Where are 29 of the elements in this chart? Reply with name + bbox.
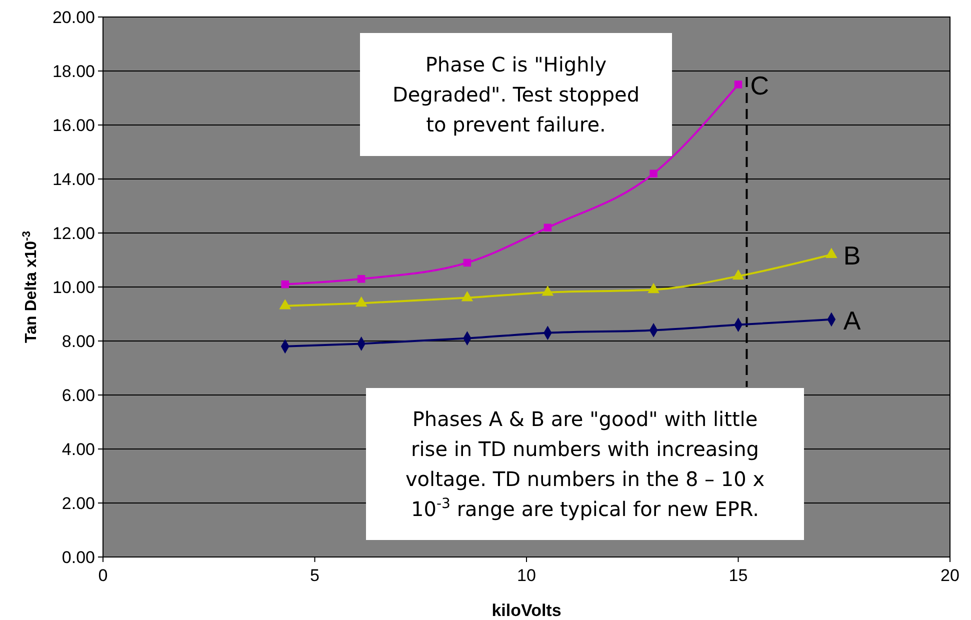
x-tick-label: 5 [310,566,320,585]
y-tick-label: 16.00 [52,116,95,135]
y-tick-label: 0.00 [62,548,95,567]
series-label: A [843,305,862,336]
x-tick-label: 15 [728,566,748,585]
y-tick-label: 8.00 [62,332,95,351]
y-tick-label: 10.00 [52,278,95,297]
y-tick-label: 18.00 [52,62,95,81]
x-tick-label: 10 [517,566,536,585]
y-tick-label: 2.00 [62,494,95,513]
point [281,280,289,288]
x-tick-label: 0 [98,566,108,585]
point [650,170,658,178]
point [461,291,474,302]
point [357,275,366,283]
y-tick-label: 12.00 [52,224,95,243]
series-label: C [750,70,770,100]
x-tick-label: 20 [940,566,960,585]
y-tick-label: 14.00 [52,170,95,189]
annotation: Phases A & B are "good" with little rise in TD numbers with increasing voltage. TD numbers in the 8 – 10 x 10$^{-3}$ range are typical for new EPR. [405,407,765,521]
point [463,258,472,267]
y-tick-label: 4.00 [62,440,95,459]
x-axis-title: kiloVolts [492,601,562,620]
series-label: B [843,240,861,271]
annotation: Phase C is "Highly Degraded". Test stopped to prevent failure. [392,52,640,136]
point [544,224,552,232]
y-tick-label: 6.00 [62,386,95,405]
point [734,80,742,88]
y-tick-label: 20.00 [52,8,95,27]
